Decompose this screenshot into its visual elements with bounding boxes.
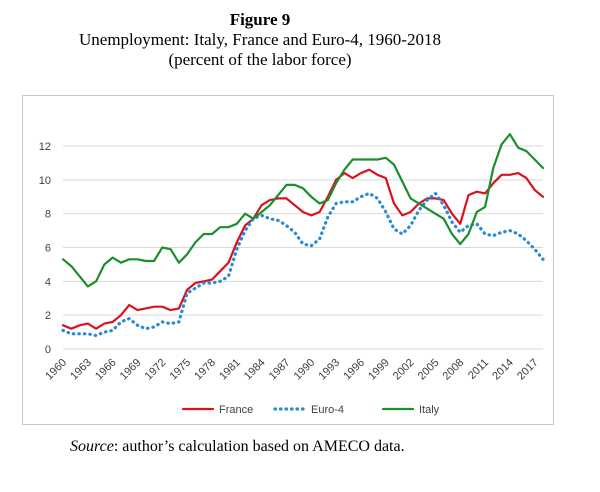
chart-area: 0 2 4 6 8 10 12 1960 1963 1966 1969 1972 1975 1978 198… (22, 95, 554, 425)
x-tick-label: 2011 (466, 357, 491, 382)
figure-header: Figure 9 Unemployment: Italy, France and… (0, 10, 520, 70)
x-tick-label: 1981 (217, 357, 243, 383)
x-tick-label: 2002 (391, 357, 417, 383)
x-tick-label: 1996 (341, 357, 367, 383)
x-tick-label: 1966 (93, 357, 119, 383)
series-line-italy (61, 133, 545, 288)
x-tick-label: 1975 (167, 357, 193, 383)
legend-label-france: France (219, 404, 253, 416)
x-tick-label: 1972 (143, 357, 169, 383)
x-tick-label: 1987 (267, 357, 293, 383)
y-tick-label: 4 (45, 276, 51, 288)
x-tick-label: 1969 (118, 357, 144, 383)
source-note: Source: author’s calculation based on AM… (70, 438, 570, 456)
series-line-euro-4 (61, 191, 545, 338)
source-prefix: Source (70, 438, 114, 455)
y-tick-label: 6 (45, 243, 51, 255)
legend-label-italy: Italy (419, 404, 440, 416)
figure-subtitle: (percent of the labor force) (168, 50, 352, 69)
x-tick-label: 2017 (515, 357, 541, 383)
x-tick-label: 1990 (292, 357, 318, 383)
x-tick-label: 2014 (490, 357, 516, 383)
y-tick-label: 10 (39, 175, 51, 187)
source-text: : author’s calculation based on AMECO da… (113, 438, 405, 455)
x-tick-label: 1993 (316, 357, 342, 383)
figure-title: Unemployment: Italy, France and Euro-4, … (79, 30, 441, 49)
x-tick-label: 2005 (416, 357, 442, 383)
x-tick-label: 1960 (43, 357, 69, 383)
x-tick-label: 1999 (366, 357, 392, 383)
figure-label: Figure 9 (229, 10, 291, 29)
y-tick-label: 8 (45, 209, 51, 221)
series-line-france (61, 168, 545, 330)
x-tick-label: 1963 (68, 357, 94, 383)
x-tick-label: 2008 (441, 357, 467, 383)
legend-label-euro-4: Euro-4 (311, 404, 344, 416)
y-tick-label: 0 (45, 344, 51, 356)
x-tick-label: 1984 (242, 357, 268, 383)
y-tick-label: 12 (39, 141, 51, 153)
y-tick-label: 2 (45, 310, 51, 322)
x-tick-label: 1978 (192, 357, 218, 383)
